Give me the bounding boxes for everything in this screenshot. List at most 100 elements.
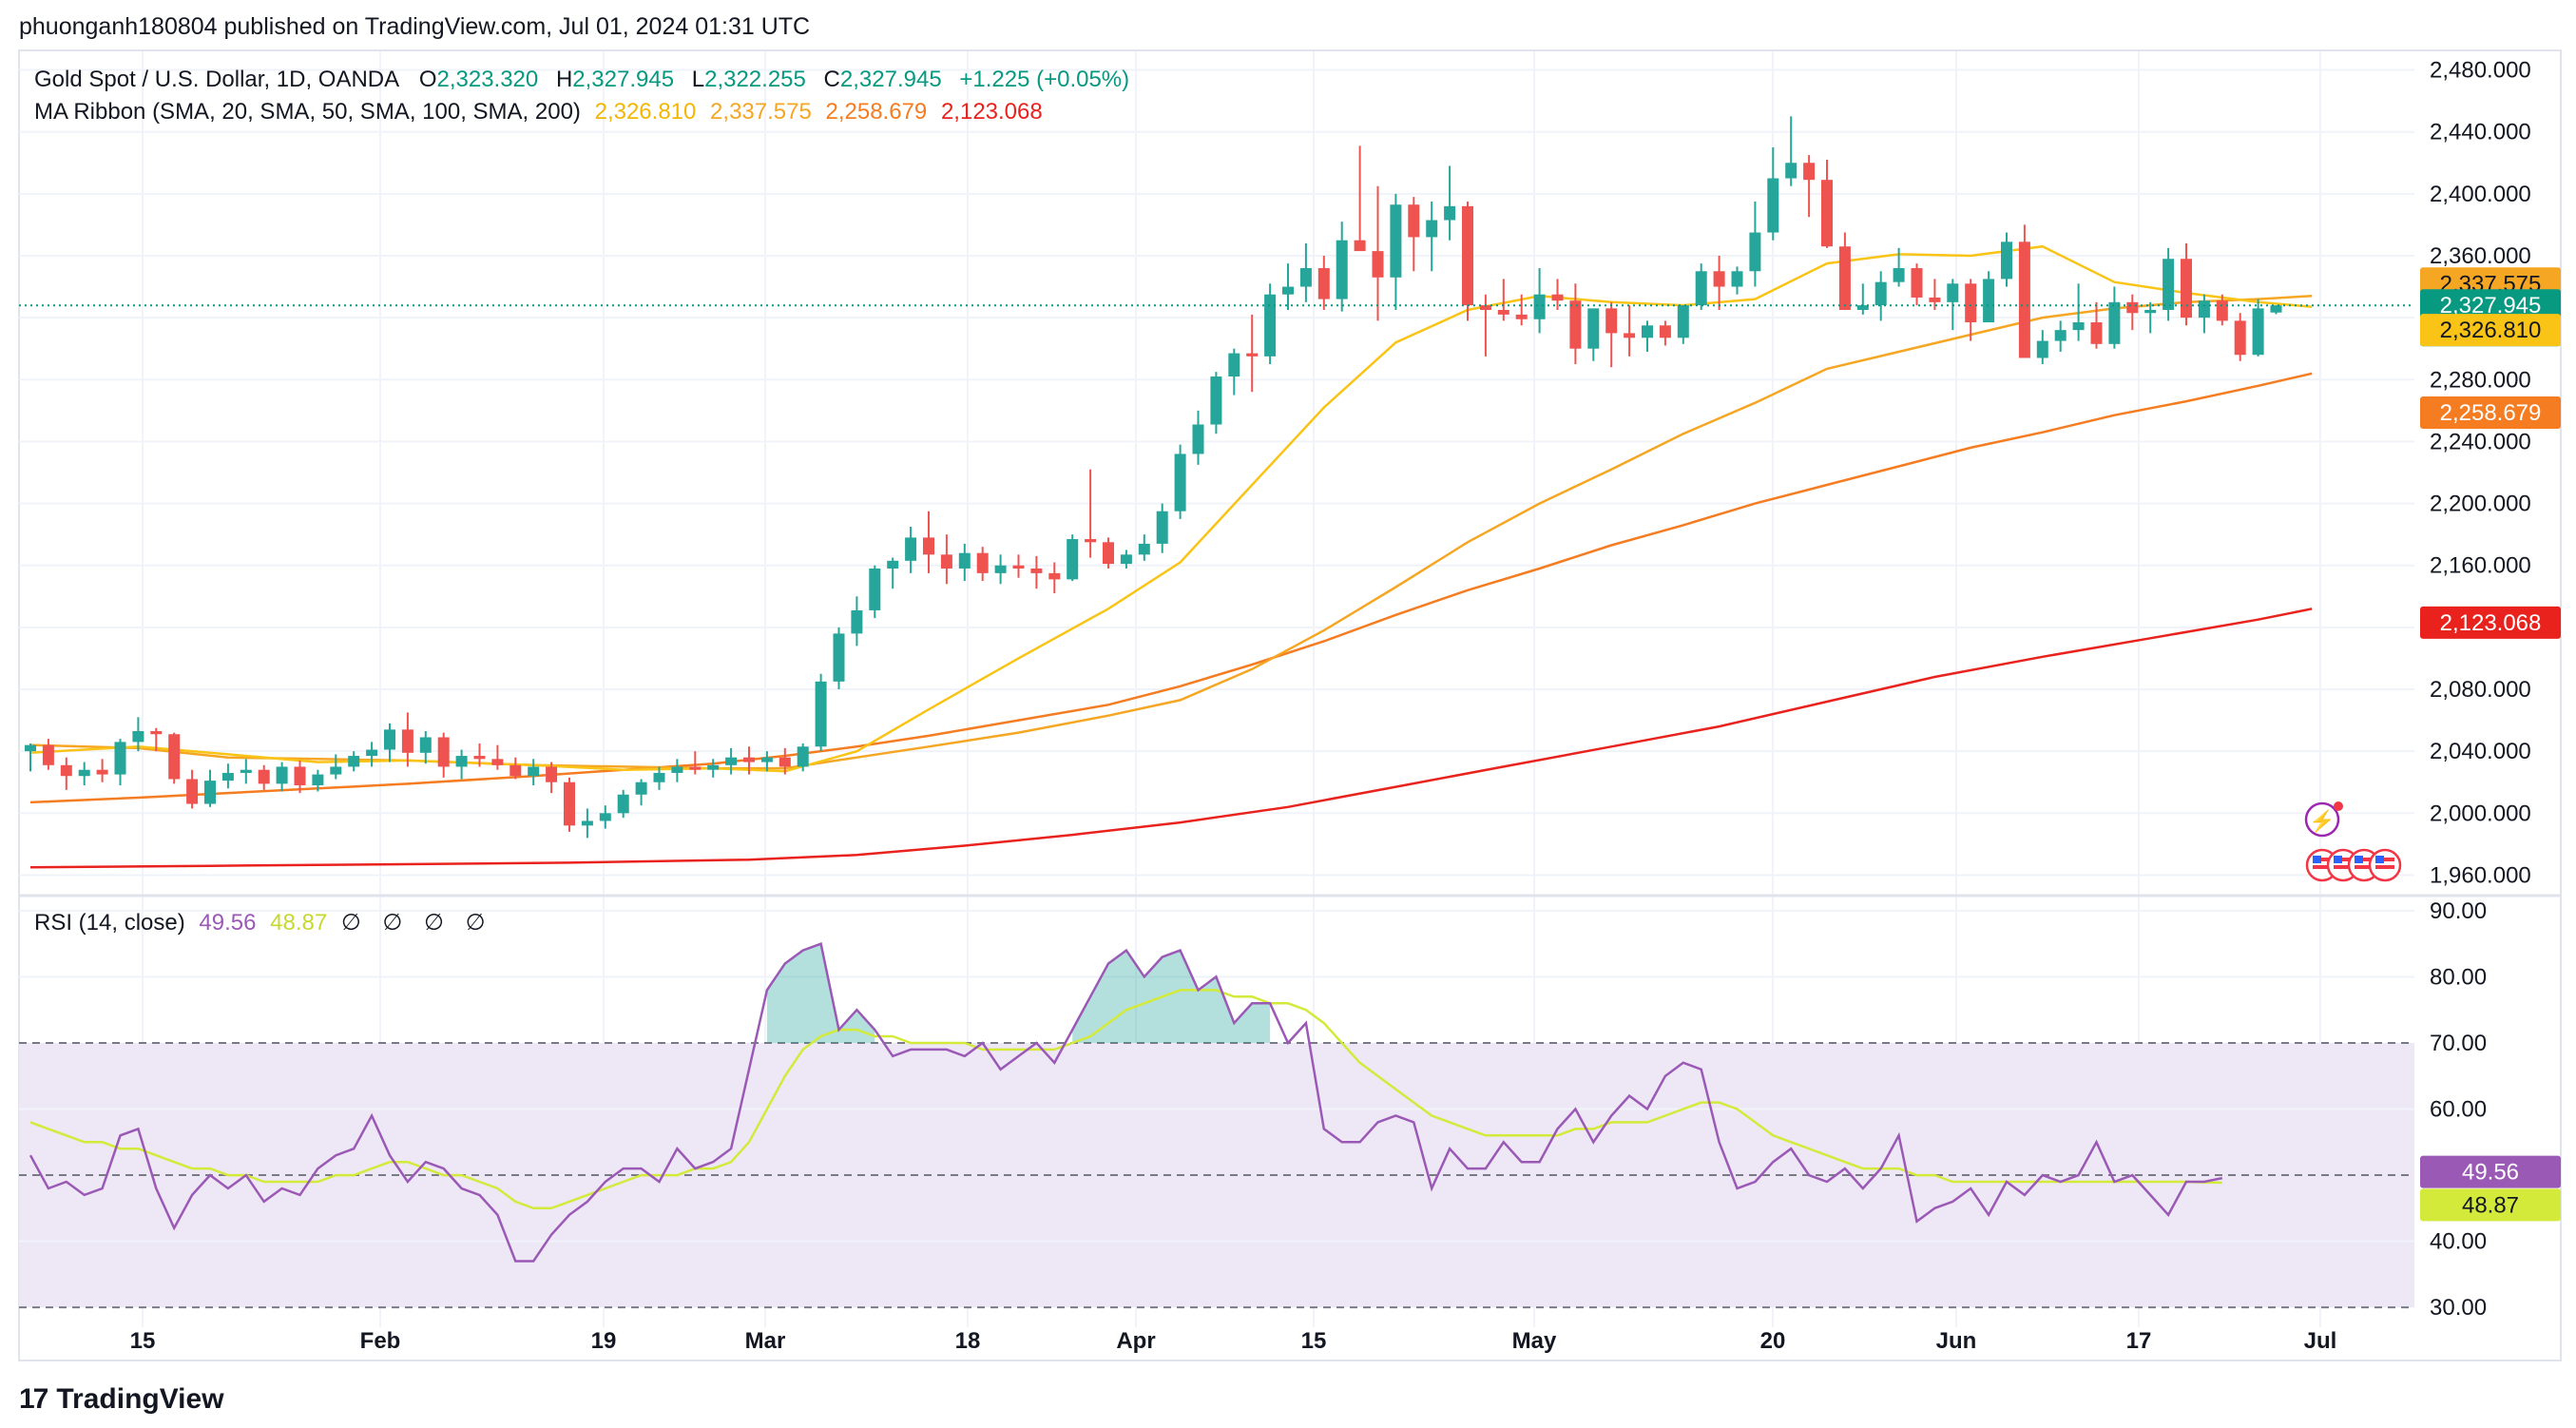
candle-body bbox=[851, 609, 863, 634]
event-lightning-glyph: ⚡ bbox=[2309, 809, 2335, 834]
candle-body bbox=[1856, 305, 1869, 310]
candle-body bbox=[1929, 297, 1941, 302]
candle-body bbox=[2163, 259, 2175, 310]
candle-body bbox=[204, 781, 216, 804]
rsi-y-tick-label: 80.00 bbox=[2430, 964, 2487, 990]
rsi-overbought-fill bbox=[1072, 950, 1271, 1043]
candle-body bbox=[564, 782, 575, 826]
candle-body bbox=[2181, 259, 2192, 318]
rsi-y-tick-label: 70.00 bbox=[2430, 1031, 2487, 1056]
candle-body bbox=[725, 757, 738, 765]
y-tick-label: 2,200.000 bbox=[2430, 492, 2531, 517]
y-tick-label: 2,280.000 bbox=[2430, 367, 2531, 393]
candle-body bbox=[1533, 294, 1546, 319]
candle-body bbox=[258, 769, 270, 784]
sma100-line bbox=[29, 372, 2313, 804]
y-tick-label: 2,040.000 bbox=[2430, 739, 2531, 764]
y-tick-label: 2,360.000 bbox=[2430, 243, 2531, 269]
candle-body bbox=[833, 633, 845, 682]
y-tick-label: 2,440.000 bbox=[2430, 120, 2531, 145]
candle-body bbox=[312, 774, 324, 785]
candle-body bbox=[276, 766, 288, 784]
rsi-ma-value: 48.87 bbox=[270, 910, 328, 936]
brand-name: TradingView bbox=[56, 1383, 224, 1415]
candle-body bbox=[221, 772, 234, 782]
candle-body bbox=[186, 779, 199, 804]
candle-body bbox=[2198, 300, 2210, 318]
symbol-name: Gold Spot / U.S. Dollar, 1D, OANDA bbox=[34, 67, 400, 92]
candle-body bbox=[1408, 204, 1420, 238]
candle-body bbox=[384, 729, 395, 750]
candle-body bbox=[1426, 220, 1438, 238]
candle-body bbox=[2036, 340, 2048, 358]
candle-body bbox=[1103, 542, 1114, 565]
rsi-y-tick-label: 60.00 bbox=[2430, 1097, 2487, 1123]
footer-brand[interactable]: 17 TradingView bbox=[19, 1383, 224, 1416]
ma-value-100: 2,258.679 bbox=[825, 99, 928, 125]
change-value: +1.225 (+0.05%) bbox=[959, 67, 1130, 92]
candle-body bbox=[294, 766, 306, 785]
x-tick-label: Apr bbox=[1116, 1328, 1155, 1354]
close-label: C bbox=[823, 67, 840, 92]
sma50-line bbox=[29, 295, 2313, 770]
x-tick-label: 18 bbox=[955, 1328, 981, 1354]
x-tick-label: Jul bbox=[2304, 1328, 2337, 1354]
close-value: 2,327.945 bbox=[839, 67, 942, 92]
us-flag-canton bbox=[2334, 856, 2342, 863]
candle-body bbox=[617, 794, 629, 814]
candle-body bbox=[940, 554, 952, 569]
candle-body bbox=[240, 769, 252, 773]
candle-body bbox=[760, 757, 773, 762]
candle-body bbox=[1983, 279, 1995, 323]
candle-body bbox=[366, 749, 378, 757]
ma-name: MA Ribbon (SMA, 20, SMA, 50, SMA, 100, S… bbox=[34, 99, 581, 125]
candle-body bbox=[689, 766, 702, 770]
candle-body bbox=[1192, 424, 1204, 454]
rsi-ma-line bbox=[29, 989, 2222, 1210]
candle-body bbox=[923, 537, 934, 555]
candle-body bbox=[2252, 308, 2264, 356]
candle-body bbox=[96, 769, 108, 775]
candle-body bbox=[1677, 305, 1689, 338]
candle-body bbox=[1012, 565, 1025, 569]
us-flag-stripe bbox=[2375, 858, 2394, 861]
high-value: 2,327.945 bbox=[572, 67, 675, 92]
price-label: 2,258.679 bbox=[2440, 400, 2542, 426]
candle-body bbox=[455, 756, 468, 767]
candle-body bbox=[2216, 300, 2228, 321]
candle-body bbox=[1228, 353, 1240, 377]
rsi-label: 49.56 bbox=[2462, 1160, 2519, 1186]
x-tick-label: Jun bbox=[1936, 1328, 1977, 1354]
chart-frame bbox=[18, 49, 2562, 1361]
candle-body bbox=[419, 737, 432, 753]
candle-body bbox=[1372, 251, 1384, 278]
candle-body bbox=[1749, 232, 1761, 272]
candle-body bbox=[797, 746, 809, 767]
candle-body bbox=[330, 766, 342, 775]
us-flag-stripe bbox=[2375, 865, 2394, 869]
y-tick-label: 1,960.000 bbox=[2430, 862, 2531, 888]
candle-body bbox=[1299, 268, 1312, 287]
us-flag-canton bbox=[2375, 856, 2384, 863]
candle-body bbox=[1624, 333, 1636, 338]
candle-body bbox=[958, 552, 971, 569]
candle-body bbox=[1120, 554, 1132, 565]
us-flag-stripe bbox=[2313, 858, 2332, 861]
open-label: O bbox=[418, 67, 437, 92]
candle-body bbox=[401, 729, 413, 753]
candle-body bbox=[994, 565, 1007, 573]
high-label: H bbox=[555, 67, 573, 92]
candle-body bbox=[1336, 240, 1348, 299]
candle-body bbox=[1515, 314, 1528, 319]
x-tick-label: Mar bbox=[745, 1328, 786, 1354]
candle-body bbox=[1605, 308, 1618, 334]
rsi-ma-label: 48.87 bbox=[2462, 1192, 2519, 1218]
rsi-y-tick-label: 30.00 bbox=[2430, 1295, 2487, 1321]
low-label: L bbox=[691, 67, 705, 92]
candle-body bbox=[1551, 294, 1564, 301]
candle-body bbox=[905, 537, 917, 561]
candle-body bbox=[25, 744, 36, 752]
candle-body bbox=[2054, 330, 2067, 341]
us-flag-stripe bbox=[2334, 858, 2353, 861]
